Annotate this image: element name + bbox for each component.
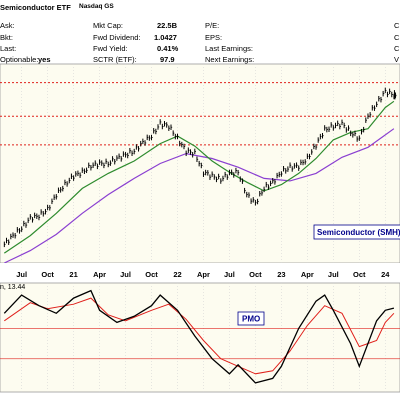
x-tick-label: Apr	[301, 270, 314, 279]
x-tick-label: Apr	[93, 270, 106, 279]
x-axis-background	[0, 263, 400, 280]
x-tick-label: Oct	[145, 270, 158, 279]
x-tick-label: 21	[69, 270, 77, 279]
bid-label: Bkt:	[0, 33, 13, 42]
price-annotation-box	[313, 224, 400, 240]
x-axis: Jul Oct 21 Apr Jul Oct 22 Apr Jul Oct 23 Apr Jul Oct 2…	[0, 263, 400, 280]
optionable-label: Optionable:	[0, 55, 39, 64]
next-earnings-label: Next Earnings:	[205, 55, 255, 64]
right-clip-4: V	[394, 55, 400, 64]
x-tick-label: Jul	[16, 270, 27, 279]
header-title: Semiconductor ETF	[0, 3, 71, 12]
sma-slow-line	[4, 128, 395, 264]
x-tick-label: 23	[277, 270, 285, 279]
pmo-line	[3, 289, 395, 384]
last-label: Last:	[0, 44, 17, 53]
right-clip-1: C	[394, 21, 400, 30]
x-tick-label: Apr	[197, 270, 210, 279]
fwd-yield-value: 0.41%	[157, 44, 179, 53]
quote-header: Semiconductor ETF Nasdaq GS Ask: Bkt: La…	[0, 0, 400, 64]
sctr-label: SCTR (ETF):	[93, 55, 137, 64]
pmo-title: PMO	[237, 311, 265, 326]
header-exchange: Nasdaq GS	[79, 3, 114, 10]
x-tick-label: Jul	[224, 270, 235, 279]
pmo-signal-line	[4, 297, 395, 375]
right-clip-2: C	[394, 33, 400, 42]
price-panel: Semiconductor (SMH)	[0, 63, 400, 264]
x-tick-label: Jul	[120, 270, 131, 279]
fwd-yield-label: Fwd Yield:	[93, 44, 128, 53]
pmo-legend-text: n, 13.44	[0, 284, 25, 291]
fwd-dividend-label: Fwd Dividend:	[93, 33, 141, 42]
price-annotation-text: Semiconductor (SMH)	[317, 228, 400, 237]
mktcap-value: 22.5B	[157, 21, 178, 30]
right-clip-3: C	[394, 44, 400, 53]
x-tick-label: Oct	[249, 270, 262, 279]
x-tick-label: Oct	[353, 270, 366, 279]
pmo-title-box	[237, 311, 265, 326]
x-tick-label: Jul	[328, 270, 339, 279]
fwd-dividend-value: 1.0427	[154, 33, 177, 42]
optionable-value: yes	[38, 55, 51, 64]
indicator-panel-background	[0, 282, 400, 393]
price-annotation: Semiconductor (SMH)	[313, 224, 400, 240]
indicator-panel: PMO	[0, 282, 400, 393]
x-tick-label: 24	[381, 270, 390, 279]
last-earnings-label: Last Earnings:	[205, 44, 253, 53]
ask-label: Ask:	[0, 21, 15, 30]
pe-label: P/E:	[205, 21, 220, 30]
sctr-value: 97.9	[160, 55, 175, 64]
x-tick-label: 22	[173, 270, 181, 279]
eps-label: EPS:	[205, 33, 223, 42]
pmo-title-text: PMO	[242, 315, 260, 324]
mktcap-label: Mkt Cap:	[93, 21, 124, 30]
x-tick-label: Oct	[41, 270, 54, 279]
